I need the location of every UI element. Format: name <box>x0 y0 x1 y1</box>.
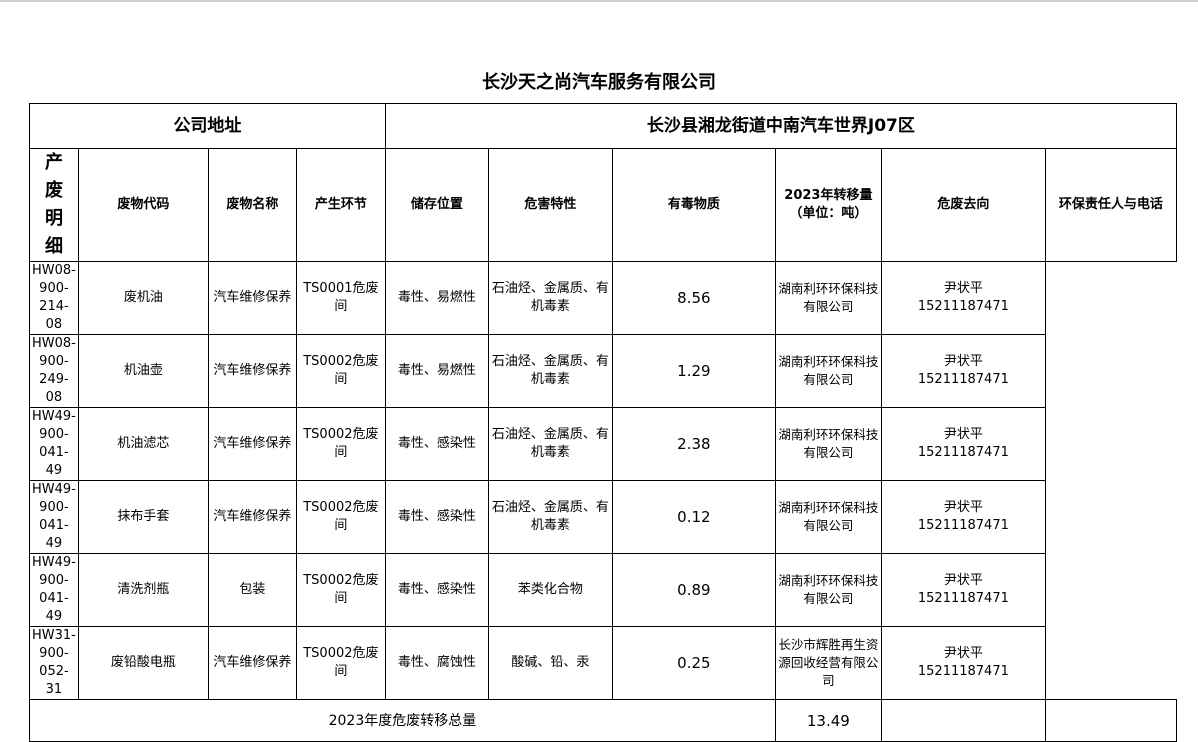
amount-cell: 0.89 <box>611 553 776 627</box>
contact-phone: 15211187471 <box>917 299 1009 314</box>
waste-code-cell: HW49-900-041-49 <box>29 407 79 481</box>
stage-cell: 汽车维修保养 <box>207 626 297 700</box>
hazard-cell: 毒性、腐蚀性 <box>384 626 489 700</box>
waste-code-cell: HW49-900-041-49 <box>29 480 79 554</box>
contact-person: 尹状平 <box>943 646 983 661</box>
header-toxic: 有毒物质 <box>611 148 776 262</box>
destination-cell: 湖南利环环保科技有限公司 <box>774 334 882 408</box>
stage-cell: 汽车维修保养 <box>207 407 297 481</box>
toxic-substance-cell: 酸碱、铅、汞 <box>487 626 613 700</box>
total-empty-cell <box>1044 699 1177 742</box>
total-value: 13.49 <box>774 699 882 742</box>
header-storage: 储存位置 <box>384 148 489 262</box>
table-row: HW31-900-052-31 废铅酸电瓶 汽车维修保养 TS0002危废间 毒性、腐蚀… <box>29 626 1177 700</box>
stage-cell: 汽车维修保养 <box>207 261 297 335</box>
table-row: HW49-900-041-49 抹布手套 汽车维修保养 TS0002危废间 毒性、感染性… <box>29 480 1177 554</box>
header-destination: 危废去向 <box>880 148 1046 262</box>
table-row: HW08-900-249-08 机油壶 汽车维修保养 TS0002危废间 毒性、易燃性石… <box>29 334 1177 408</box>
total-label: 2023年度危废转移总量 <box>29 699 776 742</box>
hazard-cell: 毒性、易燃性 <box>384 334 489 408</box>
amount-cell: 1.29 <box>611 334 776 408</box>
contact-person: 尹状平 <box>943 500 983 515</box>
waste-name-cell: 抹布手套 <box>77 480 209 554</box>
section-label: 产 废 明 细 <box>29 148 79 262</box>
contact-person: 尹状平 <box>943 281 983 296</box>
storage-cell: TS0002危废间 <box>295 626 386 700</box>
storage-cell: TS0002危废间 <box>295 480 386 554</box>
waste-name-cell: 废铅酸电瓶 <box>77 626 209 700</box>
waste-name-cell: 清洗剂瓶 <box>77 553 209 627</box>
address-label: 公司地址 <box>29 103 386 149</box>
amount-cell: 0.25 <box>611 626 776 700</box>
contact-person: 尹状平 <box>943 354 983 369</box>
total-empty-cell <box>880 699 1046 742</box>
waste-code-cell: HW08-900-214-08 <box>29 261 79 335</box>
hazard-cell: 毒性、感染性 <box>384 480 489 554</box>
contact-person: 尹状平 <box>943 427 983 442</box>
hazardous-waste-table: 公司地址 长沙县湘龙街道中南汽车世界J07区 产 废 明 细 废物代码 废物名称… <box>29 103 1177 742</box>
hazard-cell: 毒性、感染性 <box>384 407 489 481</box>
amount-cell: 8.56 <box>611 261 776 335</box>
toxic-substance-cell: 石油烃、金属质、有机毒素 <box>487 480 613 554</box>
destination-cell: 湖南利环环保科技有限公司 <box>774 553 882 627</box>
header-hazard: 危害特性 <box>487 148 613 262</box>
storage-cell: TS0002危废间 <box>295 553 386 627</box>
destination-cell: 长沙市辉胜再生资源回收经营有限公司 <box>774 626 882 700</box>
storage-cell: TS0001危废间 <box>295 261 386 335</box>
contact-cell: 尹状平 15211187471 <box>880 626 1046 700</box>
contact-phone: 15211187471 <box>917 372 1009 387</box>
storage-cell: TS0002危废间 <box>295 334 386 408</box>
contact-cell: 尹状平 15211187471 <box>880 261 1046 335</box>
contact-phone: 15211187471 <box>917 518 1009 533</box>
hazard-cell: 毒性、易燃性 <box>384 261 489 335</box>
table-row: HW49-900-041-49 机油滤芯 汽车维修保养 TS0002危废间 毒性、感染性… <box>29 407 1177 481</box>
section-char: 废 <box>44 180 63 201</box>
header-amount-unit: （单位：吨） <box>789 206 868 221</box>
waste-code-cell: HW08-900-249-08 <box>29 334 79 408</box>
contact-person: 尹状平 <box>943 573 983 588</box>
amount-cell: 0.12 <box>611 480 776 554</box>
header-row: 产 废 明 细 废物代码 废物名称 产生环节 储存位置 危害特性 有毒物质 20… <box>29 148 1177 262</box>
section-char: 产 <box>44 152 63 173</box>
stage-cell: 包装 <box>207 553 297 627</box>
contact-cell: 尹状平 15211187471 <box>880 480 1046 554</box>
toxic-substance-cell: 苯类化合物 <box>487 553 613 627</box>
contact-phone: 15211187471 <box>917 445 1009 460</box>
destination-cell: 湖南利环环保科技有限公司 <box>774 407 882 481</box>
header-stage: 产生环节 <box>295 148 386 262</box>
destination-cell: 湖南利环环保科技有限公司 <box>774 480 882 554</box>
contact-cell: 尹状平 15211187471 <box>880 334 1046 408</box>
toxic-substance-cell: 石油烃、金属质、有机毒素 <box>487 334 613 408</box>
stage-cell: 汽车维修保养 <box>207 334 297 408</box>
storage-cell: TS0002危废间 <box>295 407 386 481</box>
waste-name-cell: 机油滤芯 <box>77 407 209 481</box>
toxic-substance-cell: 石油烃、金属质、有机毒素 <box>487 261 613 335</box>
contact-phone: 15211187471 <box>917 664 1009 679</box>
stage-cell: 汽车维修保养 <box>207 480 297 554</box>
table-row: HW49-900-041-49 清洗剂瓶 包装 TS0002危废间 毒性、感染性 苯类化合… <box>29 553 1177 627</box>
waste-name-cell: 机油壶 <box>77 334 209 408</box>
header-name: 废物名称 <box>207 148 297 262</box>
section-char: 明 <box>44 208 63 229</box>
header-amount: 2023年转移量 （单位：吨） <box>774 148 882 262</box>
document-title: 长沙天之尚汽车服务有限公司 <box>482 72 716 93</box>
toxic-substance-cell: 石油烃、金属质、有机毒素 <box>487 407 613 481</box>
contact-phone: 15211187471 <box>917 591 1009 606</box>
hazard-cell: 毒性、感染性 <box>384 553 489 627</box>
address-row: 公司地址 长沙县湘龙街道中南汽车世界J07区 <box>29 103 1177 149</box>
waste-code-cell: HW49-900-041-49 <box>29 553 79 627</box>
contact-cell: 尹状平 15211187471 <box>880 407 1046 481</box>
waste-code-cell: HW31-900-052-31 <box>29 626 79 700</box>
table-row: HW08-900-214-08 废机油 汽车维修保养 TS0001危废间 毒性、易燃性石… <box>29 261 1177 335</box>
amount-cell: 2.38 <box>611 407 776 481</box>
section-char: 细 <box>44 236 63 257</box>
address-value: 长沙县湘龙街道中南汽车世界J07区 <box>384 103 1177 149</box>
total-row: 2023年度危废转移总量 13.49 <box>29 699 1177 742</box>
contact-cell: 尹状平 15211187471 <box>880 553 1046 627</box>
header-code: 废物代码 <box>77 148 209 262</box>
waste-name-cell: 废机油 <box>77 261 209 335</box>
destination-cell: 湖南利环环保科技有限公司 <box>774 261 882 335</box>
header-amount-line1: 2023年转移量 <box>784 188 873 203</box>
header-contact: 环保责任人与电话 <box>1044 148 1177 262</box>
